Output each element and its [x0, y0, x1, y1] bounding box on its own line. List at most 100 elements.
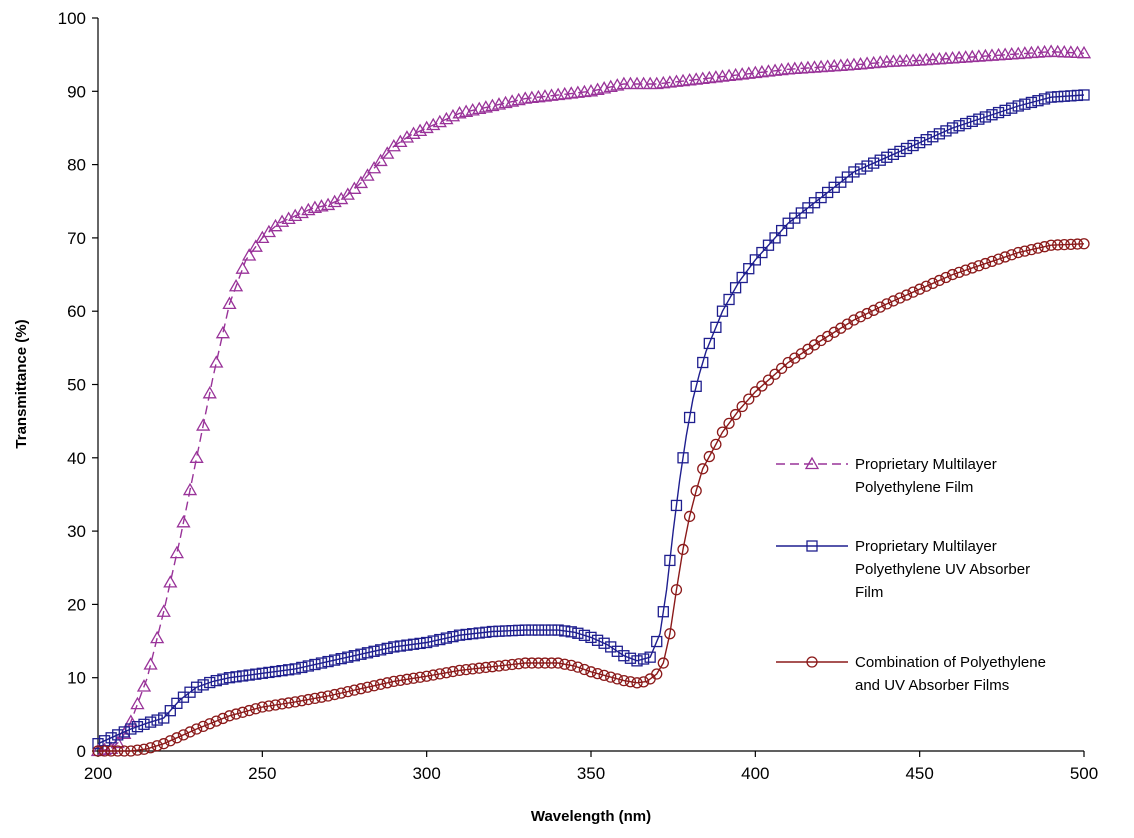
- data-point-marker: [960, 264, 972, 276]
- x-tick-label: 500: [1070, 764, 1098, 783]
- data-point-marker: [189, 450, 204, 463]
- data-point-marker: [353, 175, 369, 189]
- series-line: [97, 94, 1085, 745]
- legend-label: Proprietary Multilayer: [855, 538, 997, 555]
- data-point-marker: [342, 651, 354, 663]
- data-point-marker: [302, 693, 314, 706]
- data-point-marker: [112, 729, 124, 741]
- series-layer: [90, 44, 1092, 757]
- data-point-marker: [1058, 238, 1070, 251]
- legend-swatch-marker: [806, 656, 818, 668]
- data-point-marker: [591, 634, 604, 646]
- data-point-marker: [131, 721, 144, 733]
- data-point-marker: [854, 311, 867, 323]
- data-point-marker: [375, 678, 387, 690]
- data-point-marker: [150, 630, 165, 644]
- data-point-marker: [999, 104, 1011, 117]
- data-point-marker: [677, 452, 689, 464]
- data-point-marker: [223, 672, 236, 684]
- data-point-marker: [624, 652, 637, 664]
- data-point-marker: [427, 669, 439, 681]
- data-point-marker: [992, 253, 1005, 265]
- data-point-marker: [269, 699, 282, 711]
- data-point-marker: [973, 260, 985, 272]
- data-point-marker: [618, 674, 630, 687]
- data-point-marker: [439, 111, 454, 125]
- data-point-marker: [414, 637, 426, 650]
- data-point-marker: [263, 666, 275, 679]
- data-point-marker: [736, 400, 748, 413]
- data-point-marker: [190, 723, 203, 735]
- data-point-marker: [868, 304, 880, 316]
- data-point-marker: [228, 278, 244, 292]
- data-point-marker: [190, 681, 203, 693]
- data-point-marker: [966, 262, 978, 274]
- data-point-marker: [1065, 238, 1077, 251]
- data-point-marker: [513, 658, 525, 670]
- data-point-marker: [927, 277, 939, 289]
- data-point-marker: [202, 385, 217, 399]
- y-tick-label: 60: [67, 302, 86, 321]
- data-point-marker: [467, 663, 479, 675]
- data-point-marker: [519, 624, 531, 636]
- data-point-marker: [480, 661, 492, 674]
- data-point-marker: [657, 657, 669, 669]
- data-point-marker: [1019, 98, 1031, 110]
- data-point-marker: [381, 677, 393, 689]
- data-point-marker: [775, 224, 788, 237]
- data-point-marker: [355, 648, 367, 660]
- x-tick-label: 200: [84, 764, 112, 783]
- data-point-marker: [1032, 95, 1044, 107]
- data-point-marker: [236, 670, 249, 682]
- series-2: [92, 89, 1090, 750]
- data-point-marker: [499, 625, 512, 637]
- data-point-marker: [473, 627, 485, 639]
- data-point-marker: [736, 271, 748, 284]
- data-point-marker: [445, 108, 461, 122]
- data-point-marker: [848, 166, 860, 178]
- data-point-marker: [235, 261, 250, 274]
- data-point-marker: [854, 163, 867, 175]
- data-point-marker: [328, 688, 341, 701]
- x-tick-label: 250: [248, 764, 276, 783]
- x-axis-title: Wavelength (nm): [531, 808, 651, 825]
- data-point-marker: [158, 738, 170, 750]
- data-point-marker: [539, 624, 551, 636]
- data-point-marker: [118, 726, 130, 738]
- data-point-marker: [624, 676, 637, 688]
- legend-swatch-marker: [804, 456, 820, 470]
- data-point-marker: [204, 718, 216, 730]
- data-point-marker: [393, 134, 408, 148]
- data-point-marker: [907, 286, 919, 298]
- data-point-marker: [848, 314, 860, 326]
- data-point-marker: [999, 251, 1011, 263]
- data-point-marker: [407, 672, 420, 684]
- legend-item-3: Combination of Polyethylene and UV Absorb…: [776, 654, 1046, 694]
- legend-label: and UV Absorber Films: [855, 677, 1009, 694]
- x-tick-label: 450: [905, 764, 933, 783]
- legend-label: Polyethylene Film: [855, 479, 973, 496]
- data-point-marker: [288, 208, 303, 222]
- data-point-marker: [933, 128, 946, 140]
- data-point-marker: [151, 714, 163, 726]
- data-point-marker: [486, 625, 499, 638]
- data-point-marker: [342, 685, 354, 698]
- data-point-marker: [868, 157, 880, 169]
- data-point-marker: [953, 120, 965, 132]
- data-point-marker: [874, 301, 886, 313]
- data-point-marker: [210, 674, 222, 687]
- data-point-marker: [894, 292, 906, 304]
- data-point-marker: [591, 667, 604, 680]
- data-point-marker: [670, 499, 683, 512]
- data-point-marker: [723, 417, 735, 429]
- data-point-marker: [611, 673, 623, 685]
- data-point-marker: [368, 680, 380, 692]
- data-point-marker: [690, 380, 702, 392]
- data-point-marker: [940, 125, 952, 137]
- data-point-marker: [204, 676, 216, 689]
- data-point-marker: [394, 674, 407, 686]
- data-point-marker: [578, 629, 591, 641]
- data-point-marker: [427, 635, 439, 647]
- data-point-marker: [125, 745, 137, 757]
- data-point-marker: [401, 673, 413, 685]
